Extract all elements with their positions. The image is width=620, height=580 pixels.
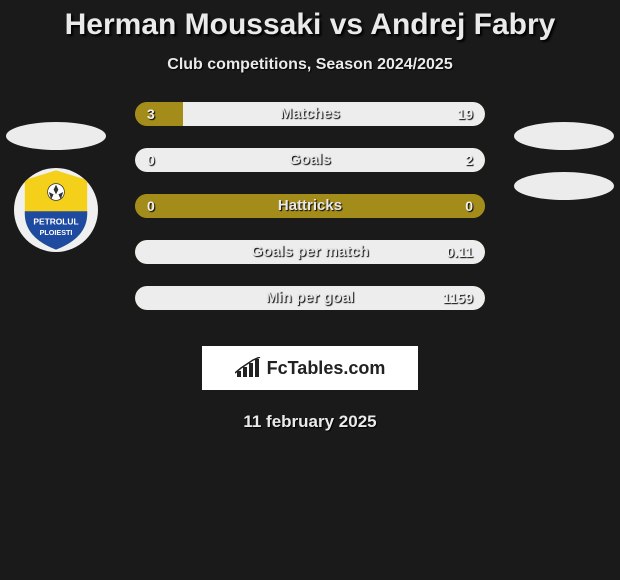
- stat-label: Goals per match: [135, 240, 485, 264]
- stat-label: Goals: [135, 148, 485, 172]
- page-title: Herman Moussaki vs Andrej Fabry: [0, 8, 620, 42]
- stat-label: Min per goal: [135, 286, 485, 310]
- player-left-avatar: [6, 122, 106, 150]
- stat-bar: 319Matches: [135, 102, 485, 126]
- stat-row: 0.11Goals per match: [135, 240, 485, 264]
- stat-row: 02Goals: [135, 148, 485, 172]
- club-badge-right: [514, 172, 614, 200]
- shield-icon: PETROLUL PLOIESTI: [14, 168, 98, 252]
- stat-row: 1159Min per goal: [135, 286, 485, 310]
- stat-bar: 02Goals: [135, 148, 485, 172]
- subtitle: Club competitions, Season 2024/2025: [0, 56, 620, 74]
- stat-bar: 00Hattricks: [135, 194, 485, 218]
- right-player-col: [508, 122, 620, 200]
- brand-label: FcTables.com: [267, 358, 386, 379]
- stat-row: 00Hattricks: [135, 194, 485, 218]
- player-right-avatar: [514, 122, 614, 150]
- svg-text:PLOIESTI: PLOIESTI: [40, 228, 73, 237]
- stat-row: 319Matches: [135, 102, 485, 126]
- stat-bar: 0.11Goals per match: [135, 240, 485, 264]
- stat-label: Matches: [135, 102, 485, 126]
- svg-text:PETROLUL: PETROLUL: [33, 216, 78, 226]
- brand-box: FcTables.com: [202, 346, 418, 390]
- club-badge-left: PETROLUL PLOIESTI: [14, 168, 98, 252]
- stat-bar: 1159Min per goal: [135, 286, 485, 310]
- chart-icon: [235, 357, 261, 379]
- stat-label: Hattricks: [135, 194, 485, 218]
- left-player-col: PETROLUL PLOIESTI: [0, 122, 112, 252]
- date: 11 february 2025: [0, 412, 620, 432]
